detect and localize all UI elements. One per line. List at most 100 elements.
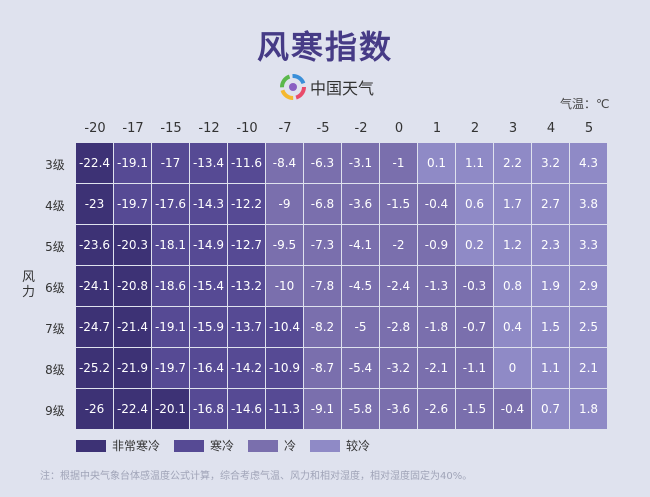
column-header: -20	[84, 121, 106, 136]
legend-swatch	[76, 439, 106, 452]
heatmap-cell: -14.3	[190, 184, 227, 224]
heatmap-cell: -2	[380, 225, 417, 265]
heatmap-cell: -16.4	[190, 348, 227, 388]
legend-item: 较冷	[310, 437, 370, 454]
heatmap-cell: 1.9	[532, 266, 569, 306]
heatmap-cell: 1.2	[494, 225, 531, 265]
legend-swatch	[174, 439, 205, 452]
heatmap-cell: -7.3	[304, 225, 341, 265]
heatmap-cell: -13.7	[228, 307, 265, 347]
heatmap-cell: 2.2	[494, 143, 531, 183]
column-header: -10	[236, 121, 258, 136]
heatmap-cell: 0.6	[456, 184, 493, 224]
heatmap-cell: -22.4	[76, 143, 113, 183]
heatmap-cell: 2.1	[570, 348, 607, 388]
heatmap-cell: 1.5	[532, 307, 569, 347]
column-header: 5	[584, 121, 594, 136]
heatmap-cell: -18.1	[152, 225, 189, 265]
heatmap-cell: -2.6	[418, 389, 455, 429]
heatmap-cell: -10	[266, 266, 303, 306]
heatmap-cell: 1.8	[570, 389, 607, 429]
legend-item: 冷	[248, 437, 296, 454]
heatmap-cell: -9.1	[304, 389, 341, 429]
heatmap-cell: -3.6	[380, 389, 417, 429]
legend-item: 非常寒冷	[76, 437, 160, 454]
heatmap-cell: -11.3	[266, 389, 303, 429]
heatmap-cell: -19.1	[114, 143, 151, 183]
heatmap-cell: -22.4	[114, 389, 151, 429]
legend-label: 冷	[284, 439, 297, 453]
heatmap-cell: -24.7	[76, 307, 113, 347]
legend-swatch	[248, 439, 279, 452]
heatmap-cell: -13.4	[190, 143, 227, 183]
heatmap-cell: 1.1	[532, 348, 569, 388]
heatmap-cell: 0	[494, 348, 531, 388]
heatmap-cell: -0.3	[456, 266, 493, 306]
heatmap-cell: -1.1	[456, 348, 493, 388]
heatmap-cell: 3.8	[570, 184, 607, 224]
heatmap-cell: -17.6	[152, 184, 189, 224]
heatmap-cell: 0.2	[456, 225, 493, 265]
row-header: 7级	[45, 322, 65, 336]
logo: 中国天气	[280, 74, 374, 100]
row-header: 6级	[45, 281, 65, 295]
heatmap-cell: -3.6	[342, 184, 379, 224]
heatmap-cell: -1.3	[418, 266, 455, 306]
heatmap-cell: -0.9	[418, 225, 455, 265]
heatmap-cell: -20.1	[152, 389, 189, 429]
heatmap-cell: 0.4	[494, 307, 531, 347]
heatmap-cell: -8.7	[304, 348, 341, 388]
heatmap-cell: -1.5	[456, 389, 493, 429]
heatmap-cell: -0.4	[418, 184, 455, 224]
row-header: 9级	[45, 404, 65, 418]
footnote: 注：根据中央气象台体感温度公式计算，综合考虑气温、风力和相对湿度，相对湿度固定为…	[40, 471, 473, 482]
heatmap-cell: 0.8	[494, 266, 531, 306]
heatmap-cell: -2.4	[380, 266, 417, 306]
wind-axis-label: 风力	[22, 270, 36, 300]
heatmap-cell: -5.8	[342, 389, 379, 429]
heatmap-cell: -18.6	[152, 266, 189, 306]
column-header: 0	[394, 121, 404, 136]
legend: 非常寒冷 寒冷 冷 较冷	[76, 437, 370, 454]
heatmap-cell: -9.5	[266, 225, 303, 265]
heatmap-cell: -0.4	[494, 389, 531, 429]
heatmap-cell: -24.1	[76, 266, 113, 306]
legend-item: 寒冷	[174, 437, 234, 454]
heatmap-cell: -2.8	[380, 307, 417, 347]
heatmap-cell: -5	[342, 307, 379, 347]
column-header: 4	[546, 121, 556, 136]
heatmap-cell: -14.2	[228, 348, 265, 388]
legend-label: 较冷	[346, 439, 371, 453]
column-header: -15	[160, 121, 182, 136]
heatmap-cell: -17	[152, 143, 189, 183]
heatmap-cell: -3.2	[380, 348, 417, 388]
heatmap-cell: -1.5	[380, 184, 417, 224]
legend-label: 非常寒冷	[112, 439, 161, 453]
row-header: 3级	[45, 158, 65, 172]
row-header: 5级	[45, 240, 65, 254]
heatmap-cell: 3.2	[532, 143, 569, 183]
heatmap-cell: -0.7	[456, 307, 493, 347]
heatmap-cell: -1.8	[418, 307, 455, 347]
heatmap-cell: -15.9	[190, 307, 227, 347]
legend-label: 寒冷	[210, 439, 235, 453]
heatmap-cell: -26	[76, 389, 113, 429]
heatmap-cell: 3.3	[570, 225, 607, 265]
heatmap-cell: -15.4	[190, 266, 227, 306]
heatmap-cell: -3.1	[342, 143, 379, 183]
heatmap-cell: 2.3	[532, 225, 569, 265]
heatmap-cell: -12.7	[228, 225, 265, 265]
heatmap-cell: -14.6	[228, 389, 265, 429]
heatmap-cell: -6.8	[304, 184, 341, 224]
heatmap-cell: 1.1	[456, 143, 493, 183]
heatmap-cell: -1	[380, 143, 417, 183]
heatmap-cell: -4.1	[342, 225, 379, 265]
heatmap-cell: -12.2	[228, 184, 265, 224]
heatmap-cell: -21.4	[114, 307, 151, 347]
heatmap-cell: -10.9	[266, 348, 303, 388]
heatmap-cell: 1.7	[494, 184, 531, 224]
legend-swatch	[310, 439, 341, 452]
heatmap-cell: -5.4	[342, 348, 379, 388]
heatmap-cell: 2.7	[532, 184, 569, 224]
page-title: 风寒指数	[256, 28, 393, 66]
